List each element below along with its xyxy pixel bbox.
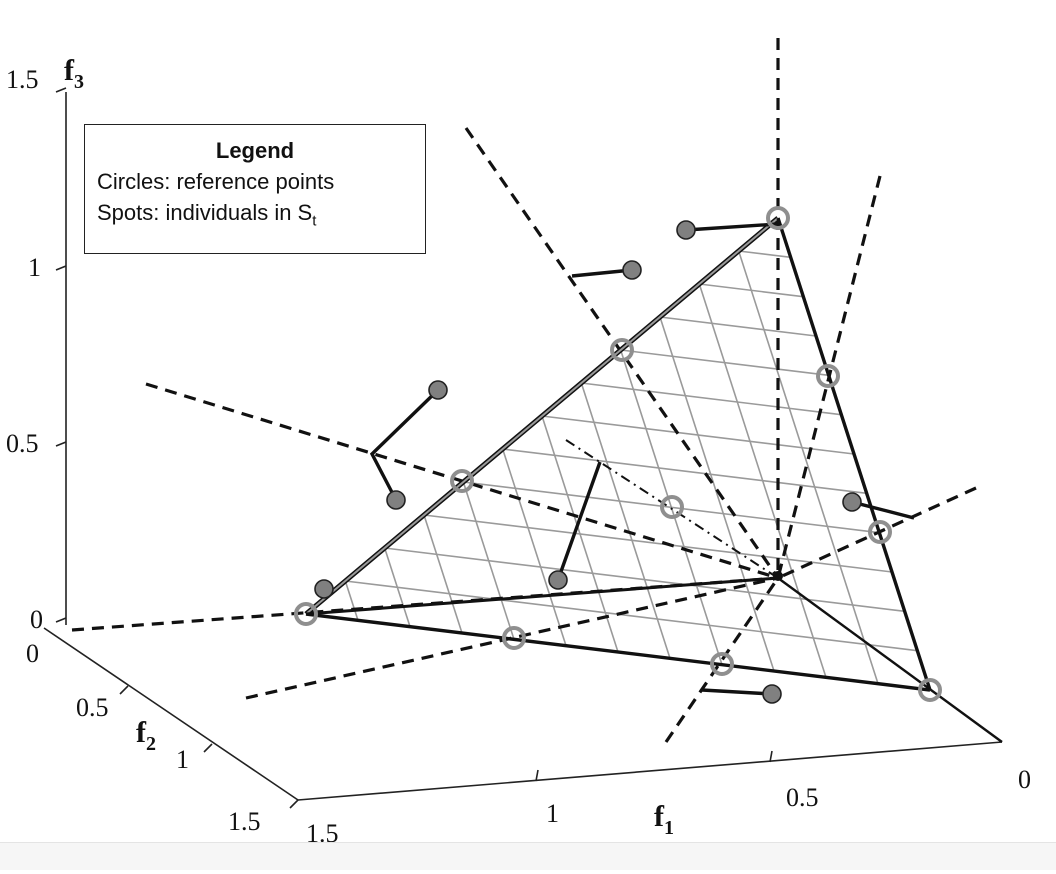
f1-axis-label: f1: [654, 800, 674, 839]
bottom-strip: [0, 842, 1056, 870]
hyperplane-edges: [304, 216, 932, 692]
hyperplane-grid: [344, 250, 918, 684]
grid-line: [384, 547, 905, 613]
f3-tick-label: 1.5: [6, 65, 39, 94]
grid-line: [345, 580, 918, 652]
legend-spots-entry: Spots: individuals in St: [97, 197, 413, 236]
individual-spot: [428, 380, 448, 400]
individual-spot: [676, 220, 696, 240]
grid-line: [659, 316, 817, 337]
legend-spots-subscript: t: [312, 212, 317, 230]
f2-tick-label: 0.5: [76, 693, 109, 722]
legend-box: Legend Circles: reference points Spots: …: [84, 124, 426, 254]
f2-tick-label: 0: [26, 639, 39, 668]
association-segment: [851, 500, 915, 520]
reference-points: [294, 206, 942, 702]
grid-line: [463, 481, 880, 534]
reference-point: [502, 626, 526, 650]
reference-point: [450, 469, 474, 493]
f3-axis-label: f3: [64, 54, 84, 93]
f1-axis-line: [297, 741, 1003, 801]
grid-line: [580, 382, 671, 659]
reference-line: [664, 577, 780, 743]
grid-line: [502, 448, 867, 495]
axis-frame: [43, 92, 1003, 801]
f1-tick-label: 0.5: [786, 783, 819, 812]
association-segment: [369, 388, 440, 501]
association-segment: [571, 268, 633, 278]
grid-line: [423, 514, 893, 573]
individual-spot: [762, 684, 782, 704]
association-segment: [685, 222, 779, 232]
legend-title: Legend: [215, 138, 295, 163]
individual-spot: [314, 579, 334, 599]
reference-point: [868, 520, 892, 544]
grid-line: [423, 514, 463, 634]
association-segments: [369, 222, 915, 696]
association-segment: [701, 688, 773, 696]
grid-line: [737, 250, 879, 684]
ideal-point: [773, 571, 783, 581]
grid-line: [344, 580, 359, 621]
individual-spot: [548, 570, 568, 590]
grid-line: [698, 283, 827, 678]
axis-ticks: [55, 87, 773, 809]
f3-tick-label: 1: [28, 253, 41, 282]
individual-spot: [386, 490, 406, 510]
f1-tick-label: 0: [1018, 765, 1031, 794]
f3-tick-label: 0: [30, 605, 43, 634]
grid-line: [659, 316, 775, 672]
reference-point: [766, 206, 790, 230]
f2-tick-label: 1: [176, 745, 189, 774]
grid-line: [501, 448, 567, 646]
reference-point: [710, 652, 734, 676]
reference-point: [610, 338, 634, 362]
legend-spots-text: Spots: individuals in S: [97, 200, 313, 225]
association-segment: [556, 461, 602, 581]
f2-axis-line: [43, 627, 299, 801]
grid-line: [581, 382, 842, 416]
individual-spot: [842, 492, 862, 512]
reference-line: [777, 486, 977, 580]
reference-point: [918, 678, 942, 702]
reference-point: [294, 602, 318, 626]
individual-spot: [622, 260, 642, 280]
legend-circles-entry: Circles: reference points: [97, 169, 335, 194]
individuals: [314, 220, 862, 704]
f2-tick-label: 1.5: [228, 807, 261, 836]
reference-point: [816, 364, 840, 388]
grid-line: [738, 250, 791, 259]
reference-line: [464, 127, 780, 579]
f1-tick-label: 1: [546, 799, 559, 828]
reference-point: [660, 495, 684, 519]
reference-line: [245, 576, 779, 700]
f2-axis-label: f2: [136, 716, 156, 755]
reference-line: [565, 439, 779, 579]
reference-line: [777, 577, 1003, 743]
f3-tick-label: 0.5: [6, 429, 39, 458]
